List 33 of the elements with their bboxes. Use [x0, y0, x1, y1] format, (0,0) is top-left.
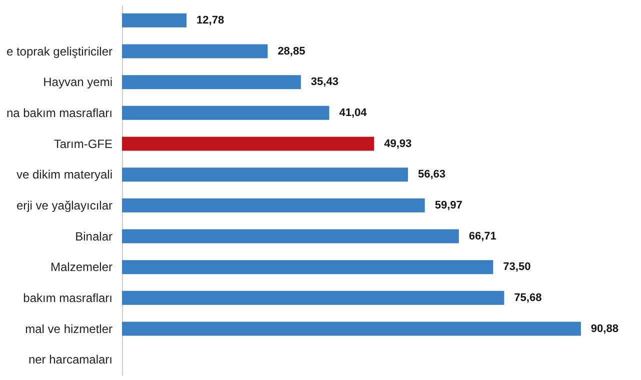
y-tick-label: Tarım-GFE: [54, 136, 112, 151]
y-tick-label: erji ve yağlayıcılar: [16, 198, 112, 212]
y-tick-label: e toprak geliştiriciler: [6, 44, 112, 58]
bar: [122, 260, 494, 274]
data-label: 41,04: [339, 106, 368, 119]
y-tick-label: bakım masrafları: [23, 290, 112, 305]
bar: [122, 229, 459, 244]
data-label: 12,78: [196, 14, 224, 26]
y-tick-label: mal ve hizmetler: [25, 322, 112, 336]
y-tick-label: Malzemeler: [50, 260, 113, 274]
bar: [122, 13, 187, 28]
data-label: 75,68: [514, 292, 542, 304]
data-label: 73,50: [503, 261, 531, 274]
data-label: 59,97: [434, 199, 462, 212]
bar: [122, 290, 504, 305]
y-tick-label: na bakım masrafları: [6, 106, 112, 120]
bar: [122, 44, 268, 58]
y-tick-label: Hayvan yemi: [43, 75, 112, 90]
bar: [122, 106, 330, 120]
bar: [122, 168, 408, 182]
data-label: 28,85: [278, 45, 306, 58]
data-label: 49,93: [384, 138, 412, 150]
data-label: 35,43: [310, 76, 338, 88]
data-label: 66,71: [468, 230, 496, 242]
data-label: 90,88: [590, 322, 618, 335]
bar: [122, 75, 301, 90]
data-label: 56,63: [418, 168, 446, 181]
y-tick-label: ve dikim materyali: [16, 168, 112, 182]
bar: [122, 198, 425, 212]
bar: [122, 322, 581, 336]
bar: [122, 136, 374, 151]
y-tick-label: Binalar: [75, 229, 112, 244]
y-tick-label: ner harcamaları: [28, 352, 112, 367]
